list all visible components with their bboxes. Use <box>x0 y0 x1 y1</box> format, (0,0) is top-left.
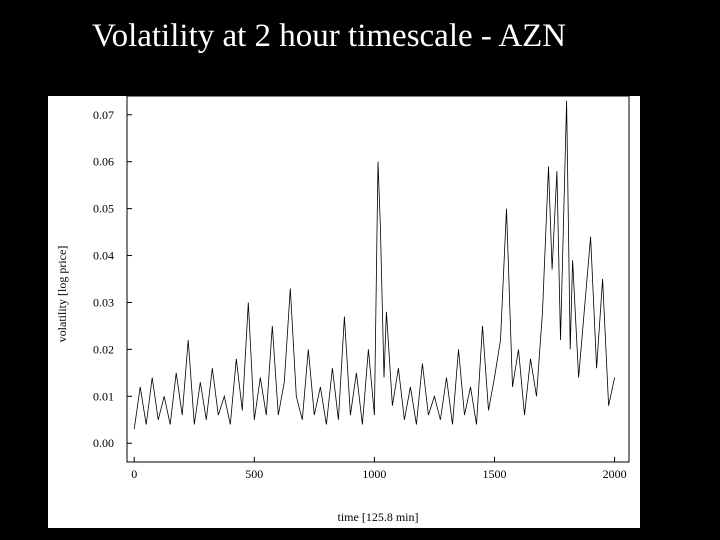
y-tick-label: 0.02 <box>93 342 114 356</box>
volatility-chart: 0 500 1000 1500 2000 0.000.010.020.030.040.0… <box>55 96 630 524</box>
y-tick-label: 0.01 <box>93 389 114 403</box>
slide-title: Volatility at 2 hour timescale - AZN <box>92 18 567 54</box>
y-tick-label: 0.05 <box>93 202 114 216</box>
x-axis-label: time [125.8 min] <box>338 510 419 524</box>
x-tick-label: 2000 <box>603 467 627 481</box>
y-axis: 0.00 0.01 0.02 0.03 0.04 0.05 0.06 0.07 <box>93 108 132 450</box>
x-tick-label: 500 <box>245 467 263 481</box>
y-tick-label: 0.07 <box>93 108 114 122</box>
volatility-line <box>133 100 615 430</box>
y-tick-label: 0.04 <box>93 249 114 263</box>
y-axis-label: volatility [log price] <box>55 246 69 343</box>
x-tick-label: 0 <box>131 467 137 481</box>
x-tick-label: 1500 <box>482 467 506 481</box>
y-tick-label: 0.03 <box>93 295 114 309</box>
x-axis: 0 500 1000 1500 2000 <box>131 457 627 481</box>
y-tick-label: 0.00 <box>93 436 114 450</box>
plot-panel: 0 500 1000 1500 2000 0.00 0.01 0.02 0.03 0.04 0.0… <box>48 96 640 528</box>
x-tick-label: 1000 <box>362 467 386 481</box>
plot-frame <box>126 96 630 463</box>
y-tick-label: 0.06 <box>93 155 114 169</box>
